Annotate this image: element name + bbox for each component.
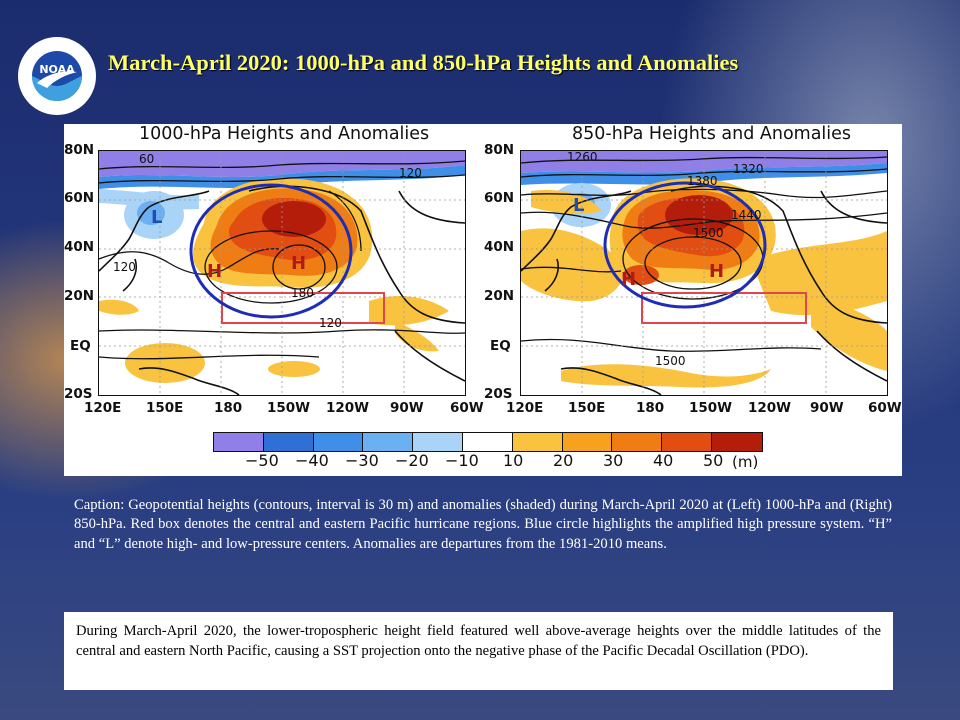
colorbar-swatch — [662, 433, 712, 451]
high-pressure-circle — [603, 181, 767, 309]
colorbar-label: −50 — [245, 451, 279, 470]
lat-label: 20N — [64, 288, 95, 304]
lat-label: 20S — [484, 386, 513, 402]
lat-label: EQ — [70, 338, 91, 354]
slide-title: March-April 2020: 1000-hPa and 850-hPa H… — [108, 50, 739, 75]
low-center-label: L — [573, 195, 584, 216]
low-center-label: L — [151, 207, 162, 228]
lat-label: EQ — [490, 338, 511, 354]
colorbar-swatch — [313, 433, 364, 451]
lat-label: 80N — [64, 142, 95, 158]
lon-label: 120W — [748, 400, 792, 416]
summary-box: During March-April 2020, the lower-tropo… — [64, 612, 893, 690]
lon-label: 90W — [810, 400, 844, 416]
map-850hpa: 1260 1320 1380 1440 1500 1500 L H H — [520, 150, 888, 396]
panel-1000hpa: 1000-hPa Heights and Anomalies 80N 60N 4… — [64, 124, 484, 424]
colorbar-label: 10 — [503, 451, 524, 470]
lon-label: 150E — [568, 400, 606, 416]
lat-label: 20N — [484, 288, 515, 304]
lon-label: 180 — [636, 400, 665, 416]
colorbar-swatch — [214, 433, 264, 451]
lon-label: 150E — [146, 400, 184, 416]
colorbar-label: 30 — [603, 451, 624, 470]
lon-label: 150W — [689, 400, 733, 416]
lat-label: 20S — [64, 386, 93, 402]
figure-caption: Caption: Geopotential heights (contours,… — [74, 497, 892, 552]
high-center-label: H — [291, 253, 306, 274]
hurricane-region-box — [641, 292, 807, 324]
panel-title: 1000-hPa Heights and Anomalies — [139, 124, 430, 144]
hurricane-region-box — [221, 292, 385, 324]
lon-label: 120E — [84, 400, 122, 416]
contour-label: 1380 — [687, 174, 718, 188]
contour-label: 120 — [399, 166, 422, 180]
lon-label: 150W — [267, 400, 311, 416]
contour-label: 1320 — [733, 162, 764, 176]
high-center-label: H — [709, 261, 724, 282]
lon-label: 60W — [450, 400, 484, 416]
lon-label: 120W — [326, 400, 370, 416]
svg-text:NOAA: NOAA — [39, 63, 75, 76]
colorbar-label: 50 — [703, 451, 724, 470]
colorbar-swatch — [612, 433, 663, 451]
lat-label: 40N — [484, 239, 515, 255]
panel-850hpa: 850-hPa Heights and Anomalies 80N 60N 40… — [484, 124, 902, 424]
contour-label: 1500 — [655, 354, 686, 368]
lat-label: 80N — [484, 142, 515, 158]
contour-label: 120 — [319, 316, 342, 330]
colorbar-swatch — [263, 433, 314, 451]
colorbar-label: −30 — [345, 451, 379, 470]
contour-label: 1500 — [693, 226, 724, 240]
colorbar-swatch — [363, 433, 414, 451]
noaa-logo: NOAA — [17, 36, 97, 116]
contour-label: 60 — [139, 152, 154, 166]
high-center-label: H — [621, 269, 636, 290]
lon-label: 60W — [868, 400, 902, 416]
colorbar-swatch — [711, 433, 762, 451]
colorbar — [213, 432, 763, 452]
lon-label: 180 — [214, 400, 243, 416]
contour-label: 180 — [291, 286, 314, 300]
lon-label: 90W — [390, 400, 424, 416]
contour-label: 120 — [113, 260, 136, 274]
colorbar-label: −20 — [395, 451, 429, 470]
colorbar-swatch — [413, 433, 463, 451]
contour-label: 1260 — [567, 151, 598, 164]
colorbar-swatch — [512, 433, 563, 451]
map-1000hpa: 60 120 120 180 120 L H H — [98, 150, 466, 396]
colorbar-unit: (m) — [732, 453, 759, 471]
colorbar-label: 40 — [653, 451, 674, 470]
high-pressure-circle — [189, 183, 353, 319]
colorbar-label: −10 — [445, 451, 479, 470]
panel-title: 850-hPa Heights and Anomalies — [572, 124, 852, 144]
contour-label: 1440 — [731, 208, 762, 222]
high-center-label: H — [207, 261, 222, 282]
lat-label: 40N — [64, 239, 95, 255]
colorbar-swatch — [562, 433, 613, 451]
height-anomaly-figure: 1000-hPa Heights and Anomalies 80N 60N 4… — [64, 124, 902, 476]
colorbar-label: 20 — [553, 451, 574, 470]
colorbar-swatch — [462, 433, 513, 451]
lon-label: 120E — [506, 400, 544, 416]
colorbar-label: −40 — [295, 451, 329, 470]
lat-label: 60N — [484, 190, 515, 206]
lat-label: 60N — [64, 190, 95, 206]
